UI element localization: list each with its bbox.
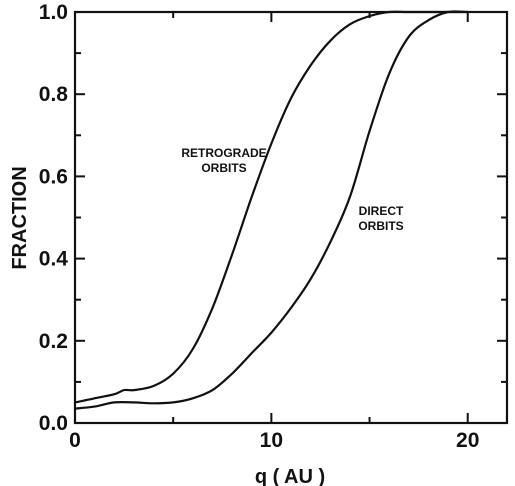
direct-orbits-label-line: DIRECT	[359, 204, 404, 218]
plot-frame	[73, 10, 509, 425]
y-tick-label: 1.0	[39, 1, 68, 24]
curves	[73, 10, 469, 410]
x-tick-label: 20	[456, 429, 479, 452]
x-tick-label: 0	[69, 429, 81, 452]
x-tick-label: 10	[260, 429, 283, 452]
retrograde-orbits-curve	[73, 10, 469, 404]
y-tick-label: 0.8	[39, 83, 69, 106]
y-tick-label: 0.0	[39, 412, 68, 435]
x-axis-label: q ( AU )	[255, 466, 325, 486]
retrograde-orbits-label-line: RETROGRADE	[181, 146, 266, 160]
y-axis-label: FRACTION	[9, 166, 31, 269]
ticks	[74, 11, 507, 424]
retrograde-orbits-label-line: ORBITS	[201, 161, 246, 175]
tick-labels: 0.0 0.2 0.4 0.6 0.8 1.0 0 10 20	[39, 1, 480, 452]
direct-orbits-curve	[73, 10, 469, 410]
y-tick-label: 0.2	[39, 330, 68, 353]
y-tick-label: 0.6	[39, 165, 68, 188]
y-tick-label: 0.4	[39, 248, 69, 271]
direct-orbits-label-line: ORBITS	[358, 219, 403, 233]
